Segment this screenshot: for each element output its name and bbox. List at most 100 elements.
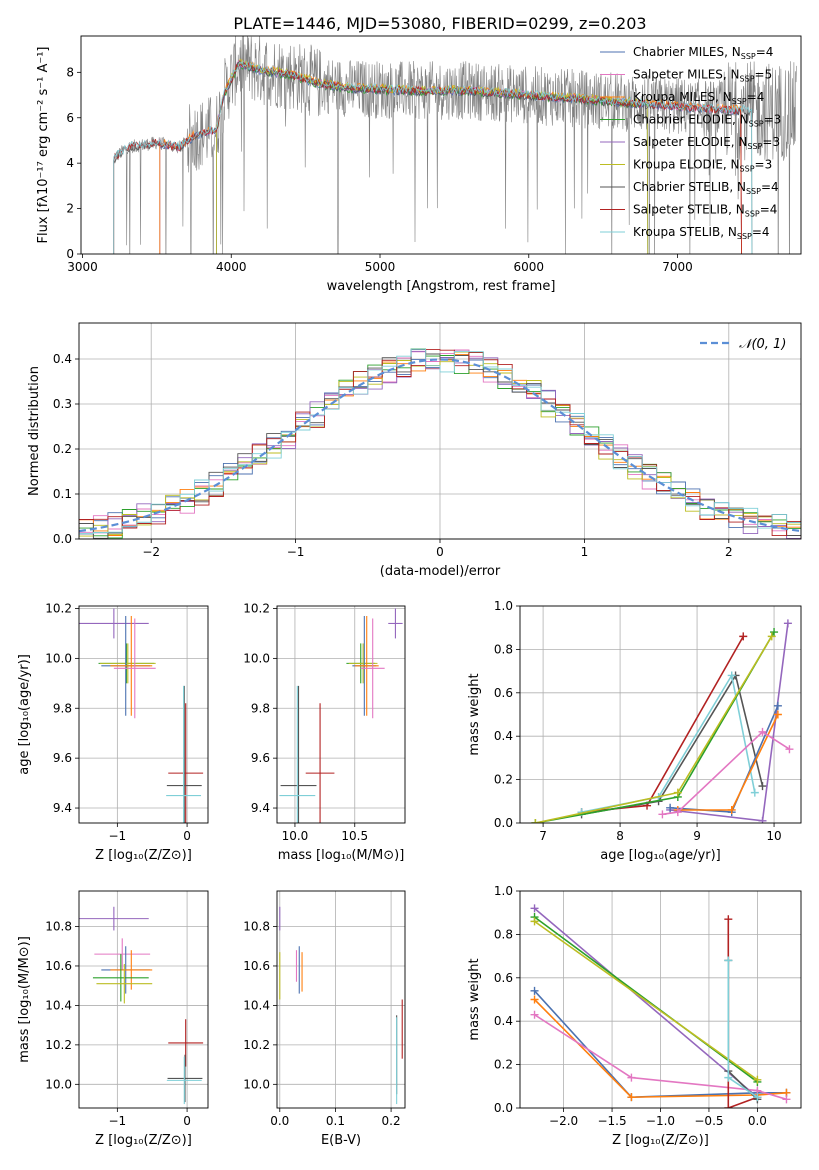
y-tick-label: 10.0 xyxy=(243,1077,270,1091)
data-point-marker xyxy=(753,1075,762,1084)
mass-weight-line xyxy=(581,673,756,813)
y-tick-label: 0.0 xyxy=(494,1101,513,1115)
legend-label: 𝒩(0, 1) xyxy=(739,337,786,352)
data-point-marker xyxy=(727,671,736,680)
data-point-marker xyxy=(673,788,682,797)
legend-subscript: SSP xyxy=(737,232,752,241)
mass-weight-line xyxy=(535,631,775,823)
legend-label: Salpeter MILES, NSSP=5 xyxy=(633,68,772,84)
x-tick-label: 7000 xyxy=(662,260,693,274)
legend-subscript: SSP xyxy=(749,120,764,129)
legend-label: Kroupa MILES, NSSP=4 xyxy=(633,90,764,106)
y-axis-label: mass [log₁₀(M/M⊙)] xyxy=(17,936,32,1063)
normal-curve xyxy=(79,358,801,533)
y-tick-label: 8 xyxy=(66,65,74,79)
legend-text: Salpeter ELODIE, N xyxy=(633,135,747,149)
y-tick-label: 1.0 xyxy=(494,884,513,898)
data-point-marker xyxy=(724,1073,733,1082)
legend-label: Chabrier ELODIE, NSSP=3 xyxy=(633,113,781,129)
y-axis-label: mass weight xyxy=(467,673,482,755)
plot-area xyxy=(79,348,801,539)
axes-weight_vs_age: 7 8 9 10 0.0 0.2 0.4 0.6 0.8 1.0 age [log₁₀(age/yr… xyxy=(467,599,802,863)
x-tick-label: −1.0 xyxy=(646,1114,675,1128)
legend-value: =4 xyxy=(756,45,774,59)
y-tick-label: 10.4 xyxy=(45,998,72,1012)
x-tick-label: 0 xyxy=(436,545,444,559)
y-tick-label: 0.3 xyxy=(53,397,72,411)
legend-subscript: SSP xyxy=(740,165,755,174)
y-tick-label: 10.8 xyxy=(243,920,270,934)
plot-area xyxy=(79,906,204,1105)
y-tick-label: 0.2 xyxy=(494,773,513,787)
y-tick-label: 9.4 xyxy=(53,801,72,815)
data-point-marker xyxy=(739,632,748,641)
x-axis-label: Z [log₁₀(Z/Z⊙)] xyxy=(95,1133,192,1148)
mass-weight-line xyxy=(533,907,758,1098)
y-tick-label: 10.2 xyxy=(243,601,270,615)
x-tick-label: 10.5 xyxy=(341,829,368,843)
legend-label: Salpeter STELIB, NSSP=4 xyxy=(633,203,777,219)
y-tick-label: 9.6 xyxy=(53,751,72,765)
legend-value: =3 xyxy=(762,135,780,149)
observed-spectrum xyxy=(113,36,797,254)
plot-area xyxy=(530,904,791,1108)
axes-frame xyxy=(78,605,209,824)
axes-spectrum: 3000 4000 5000 6000 7000 0 2 4 6 8 wavelength [Ang… xyxy=(36,35,802,294)
model-spectrum xyxy=(113,61,742,254)
data-point-marker xyxy=(531,819,540,823)
data-point-marker xyxy=(767,632,776,641)
plot-area xyxy=(79,608,204,823)
data-point-marker xyxy=(724,915,733,924)
mass-weight-line xyxy=(533,990,787,1099)
axes-mass_vs_ebv: 0.0 0.1 0.2 10.0 10.2 10.4 10.6 10.8 E(B-V) xyxy=(243,890,406,1148)
mass-weight-line xyxy=(534,1014,787,1101)
x-axis-label: E(B-V) xyxy=(321,1133,361,1148)
y-tick-label: 10.0 xyxy=(45,1077,72,1091)
y-tick-label: 0.0 xyxy=(494,816,513,830)
legend-subscript: SSP xyxy=(741,52,756,61)
axes-age_vs_mass: 10.0 10.5 9.4 9.6 9.8 10.0 10.2 mass [log₁₀(M/M… xyxy=(243,601,406,863)
legend-text: Chabrier MILES, N xyxy=(633,45,741,59)
y-tick-label: 10.2 xyxy=(45,1038,72,1052)
y-tick-label: 0.6 xyxy=(494,686,513,700)
x-tick-label: 5000 xyxy=(365,260,396,274)
axes-mass_vs_Z: −1 0 10.0 10.2 10.4 10.6 10.8 Z [log₁₀(Z/Z⊙)] ma… xyxy=(17,890,209,1148)
y-tick-label: 10.0 xyxy=(45,651,72,665)
data-point-marker xyxy=(773,710,782,719)
x-tick-label: 9 xyxy=(693,829,701,843)
mass-weight-line xyxy=(670,705,779,813)
x-tick-label: 0.0 xyxy=(748,1114,767,1128)
x-tick-label: −2 xyxy=(142,545,160,559)
legend-text: Kroupa MILES, N xyxy=(633,90,732,104)
plot-area xyxy=(279,608,403,823)
mass-weight-line xyxy=(662,730,790,816)
data-point-marker xyxy=(750,788,759,797)
legend-text: Chabrier STELIB, N xyxy=(633,180,746,194)
axes-frame xyxy=(276,605,406,824)
mass-weight-line xyxy=(534,916,758,1083)
x-tick-label: −1 xyxy=(108,829,126,843)
x-axis-label: age [log₁₀(age/yr)] xyxy=(600,848,721,863)
x-tick-label: −1 xyxy=(287,545,305,559)
data-point-marker xyxy=(530,995,539,1004)
data-point-marker xyxy=(783,619,792,628)
legend-label: Chabrier MILES, NSSP=4 xyxy=(633,45,773,61)
y-axis-label: Normed distribution xyxy=(27,366,42,496)
y-tick-label: 9.4 xyxy=(251,801,270,815)
data-point-marker xyxy=(782,1095,791,1104)
x-tick-label: 7 xyxy=(539,829,547,843)
y-tick-label: 9.6 xyxy=(251,751,270,765)
data-point-marker xyxy=(785,745,794,754)
data-point-marker xyxy=(770,628,779,637)
legend-subscript: SSP xyxy=(746,187,761,196)
y-tick-label: 0.2 xyxy=(53,442,72,456)
legend-value: =4 xyxy=(747,90,765,104)
legend-text: Kroupa ELODIE, N xyxy=(633,158,740,172)
x-tick-label: 0 xyxy=(183,829,191,843)
model-spectrum xyxy=(113,59,753,254)
y-tick-label: 10.2 xyxy=(45,601,72,615)
x-tick-label: −2.0 xyxy=(549,1114,578,1128)
plot-area xyxy=(531,619,794,823)
legend-value: =4 xyxy=(760,203,778,217)
